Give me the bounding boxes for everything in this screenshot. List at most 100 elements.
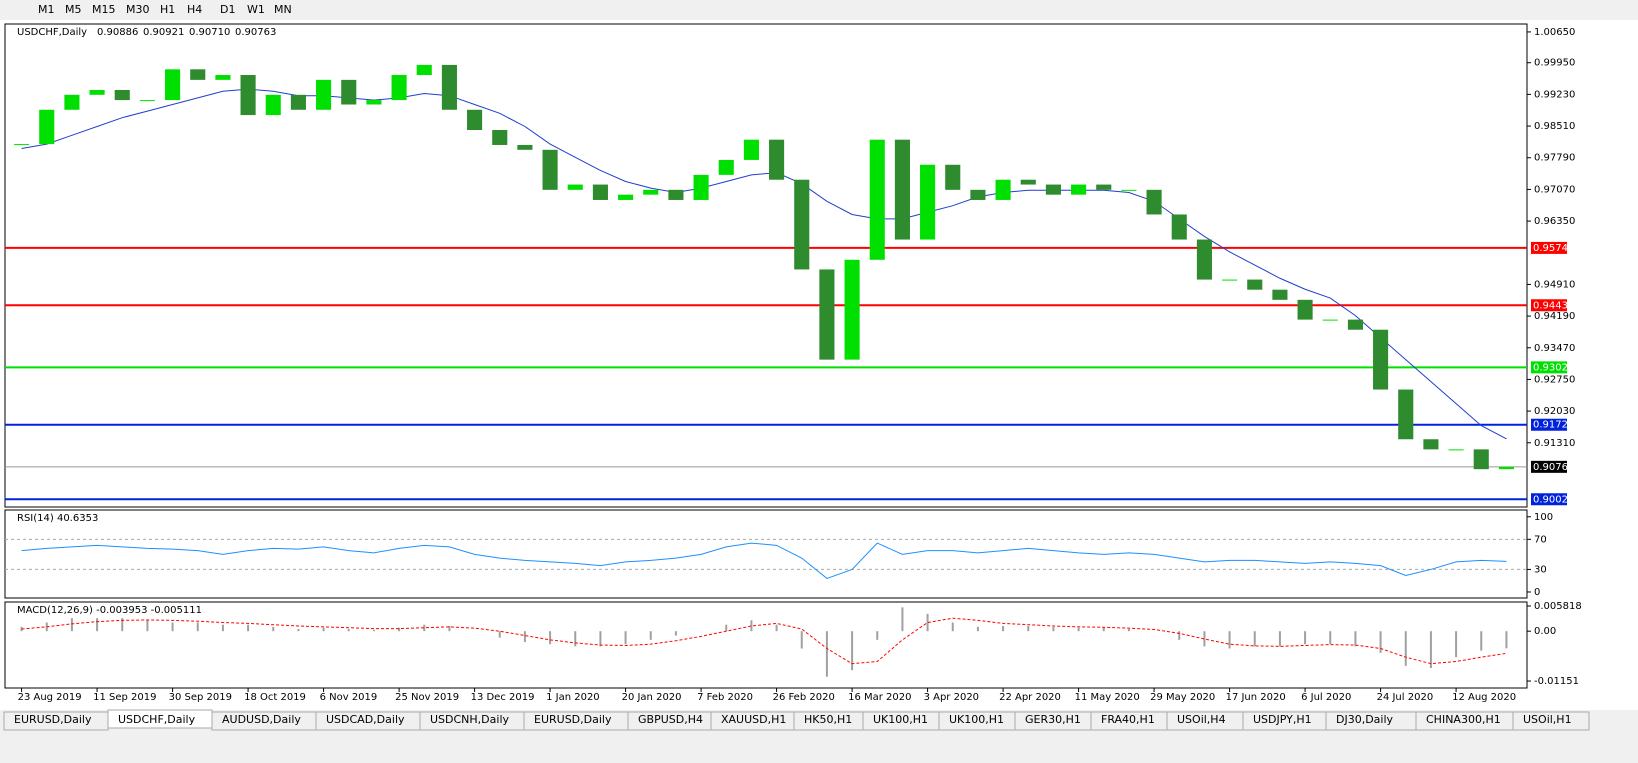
tab-label[interactable]: USDCHF,Daily	[118, 713, 196, 726]
candle	[1322, 319, 1338, 321]
candle	[467, 109, 483, 131]
tab-label[interactable]: HK50,H1	[804, 713, 852, 726]
candle	[1222, 279, 1238, 281]
histogram-bar	[750, 620, 753, 632]
candle	[1096, 184, 1112, 190]
y-tick-label: 0.005818	[1534, 601, 1582, 612]
histogram-bar	[448, 625, 451, 632]
timeframe-button[interactable]: MN	[274, 3, 292, 16]
y-tick-label: 0.98510	[1534, 121, 1575, 132]
x-tick-label: 29 May 2020	[1150, 692, 1215, 703]
toolbar	[0, 0, 1638, 20]
histogram-bar	[1027, 625, 1030, 632]
candle	[1196, 239, 1212, 280]
y-tick-label: 70	[1534, 534, 1547, 545]
tab-label[interactable]: USOil,H4	[1177, 713, 1226, 726]
tab-label[interactable]: USDCNH,Daily	[430, 713, 510, 726]
tab-label[interactable]: USDJPY,H1	[1253, 713, 1312, 726]
timeframe-button[interactable]: M15	[92, 3, 116, 16]
candle	[618, 194, 634, 200]
timeframe-button[interactable]: H4	[187, 3, 202, 16]
x-tick-label: 17 Jun 2020	[1226, 692, 1286, 703]
histogram-bar	[121, 618, 124, 632]
x-tick-label: 30 Sep 2019	[169, 692, 232, 703]
histogram-bar	[347, 629, 350, 632]
y-tick-label: 1.00650	[1534, 27, 1575, 38]
y-tick-label: 0.97790	[1534, 153, 1575, 164]
level-label: 0.91720	[1533, 420, 1574, 431]
histogram-bar	[221, 624, 224, 632]
tab-label[interactable]: GBPUSD,H4	[638, 713, 703, 726]
tab-label[interactable]: AUDUSD,Daily	[222, 713, 301, 726]
candle	[114, 89, 130, 101]
tab-label[interactable]: FRA40,H1	[1101, 713, 1155, 726]
histogram-bar	[674, 631, 677, 636]
tab-label[interactable]: USOil,H1	[1523, 713, 1572, 726]
candle	[567, 184, 583, 190]
timeframe-button[interactable]: H1	[160, 3, 175, 16]
pane	[4, 23, 1528, 508]
series-line	[21, 88, 1507, 440]
x-tick-label: 16 Mar 2020	[848, 692, 911, 703]
candle	[1473, 449, 1489, 470]
histogram-bar	[1429, 631, 1432, 668]
histogram-bar	[876, 631, 879, 640]
x-tick-label: 1 Jan 2020	[546, 692, 600, 703]
y-tick-label: 0.92750	[1534, 374, 1575, 385]
histogram-bar	[976, 626, 979, 632]
y-tick-label: 0.92030	[1534, 406, 1575, 417]
level-label: 0.95740	[1533, 243, 1574, 254]
tab-label[interactable]: USDCAD,Daily	[326, 713, 405, 726]
tab-label[interactable]: XAUUSD,H1	[721, 713, 786, 726]
timeframe-button[interactable]: M5	[65, 3, 82, 16]
y-tick-label: 0.94910	[1534, 279, 1575, 290]
candle	[416, 64, 432, 76]
x-tick-label: 7 Feb 2020	[697, 692, 753, 703]
y-tick-label: 0.96350	[1534, 216, 1575, 227]
candle	[190, 69, 206, 80]
candle	[769, 139, 785, 180]
current-price-label: 0.90763	[1533, 462, 1574, 473]
x-tick-label: 6 Nov 2019	[320, 692, 378, 703]
histogram-bar	[1505, 631, 1508, 649]
y-tick-label: -0.01151	[1534, 676, 1579, 687]
timeframe-button[interactable]: W1	[247, 3, 265, 16]
current-price-box	[1531, 460, 1567, 473]
candle	[1071, 184, 1087, 195]
candle	[1423, 439, 1439, 450]
tab-label[interactable]: EURUSD,Daily	[534, 713, 612, 726]
x-tick-label: 18 Oct 2019	[244, 692, 306, 703]
tab-label[interactable]: UK100,H1	[873, 713, 928, 726]
timeframe-button[interactable]: M30	[126, 3, 150, 16]
tab[interactable]	[1512, 711, 1590, 731]
level-label: 0.94436	[1533, 300, 1574, 311]
x-tick-label: 11 Sep 2019	[93, 692, 156, 703]
tab-label[interactable]: CHINA300,H1	[1426, 713, 1501, 726]
level-label-box	[1531, 361, 1567, 374]
histogram-bar	[1228, 631, 1231, 649]
timeframe-button[interactable]: M1	[38, 3, 55, 16]
level-label-box	[1531, 299, 1567, 312]
level-label-box	[1531, 493, 1567, 506]
candle	[492, 130, 508, 145]
tab-label[interactable]: UK100,H1	[949, 713, 1004, 726]
candle	[39, 109, 55, 145]
x-tick-label: 22 Apr 2020	[999, 692, 1061, 703]
timeframe-button[interactable]: D1	[220, 3, 235, 16]
histogram-bar	[549, 631, 552, 645]
tab-label[interactable]: DJ30,Daily	[1336, 713, 1394, 726]
histogram-bar	[1329, 631, 1332, 645]
x-tick-label: 24 Jul 2020	[1377, 692, 1434, 703]
level-label-box	[1531, 241, 1567, 254]
histogram-bar	[70, 618, 73, 632]
tab-label[interactable]: GER30,H1	[1025, 713, 1081, 726]
histogram-bar	[775, 624, 778, 632]
tab-label[interactable]: EURUSD,Daily	[14, 713, 92, 726]
histogram-bar	[1304, 631, 1307, 645]
y-tick-label: 0.99950	[1534, 58, 1575, 69]
candle	[391, 75, 407, 101]
histogram-bar	[498, 631, 501, 638]
candle	[1373, 329, 1389, 390]
x-tick-label: 11 May 2020	[1075, 692, 1140, 703]
histogram-bar	[851, 631, 854, 671]
